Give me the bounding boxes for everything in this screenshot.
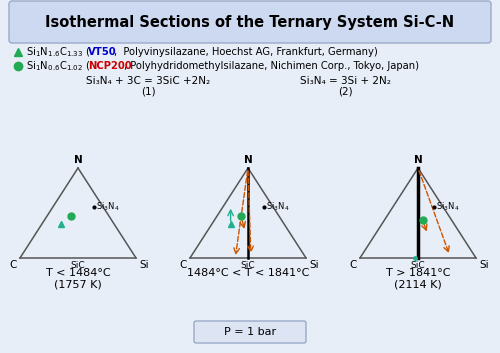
Text: Si$_1$N$_{0.6}$C$_{1.02}$ (: Si$_1$N$_{0.6}$C$_{1.02}$ ( [26,59,90,73]
Text: (2): (2) [338,86,352,96]
Text: 1484°C < T < 1841°C: 1484°C < T < 1841°C [187,268,309,278]
Text: ,  Polyvinysilazane, Hoechst AG, Frankfurt, Germany): , Polyvinysilazane, Hoechst AG, Frankfur… [114,47,378,57]
Text: C: C [10,260,17,270]
Text: SiC: SiC [240,261,256,270]
Text: Si$_3$N$_4$: Si$_3$N$_4$ [96,201,120,213]
Text: C: C [180,260,187,270]
Text: Si: Si [479,260,488,270]
Text: P = 1 bar: P = 1 bar [224,327,276,337]
Text: Si₃N₄ = 3Si + 2N₂: Si₃N₄ = 3Si + 2N₂ [300,76,390,86]
Text: T > 1841°C
(2114 K): T > 1841°C (2114 K) [386,268,450,289]
Text: VT50: VT50 [88,47,117,57]
Text: , Polyhydridomethylsilazane, Nichimen Corp., Tokyo, Japan): , Polyhydridomethylsilazane, Nichimen Co… [124,61,419,71]
Text: N: N [74,155,82,165]
Text: (1): (1) [140,86,156,96]
FancyBboxPatch shape [194,321,306,343]
Text: Si: Si [309,260,318,270]
Text: SiC: SiC [70,261,86,270]
Text: Si₃N₄ + 3C = 3SiC +2N₂: Si₃N₄ + 3C = 3SiC +2N₂ [86,76,210,86]
Text: N: N [244,155,252,165]
Text: T < 1484°C
(1757 K): T < 1484°C (1757 K) [46,268,110,289]
Text: Si$_1$N$_{1.6}$C$_{1.33}$ (: Si$_1$N$_{1.6}$C$_{1.33}$ ( [26,45,90,59]
Text: SiC: SiC [410,261,426,270]
Text: Isothermal Sections of the Ternary System Si-C-N: Isothermal Sections of the Ternary Syste… [46,16,455,30]
Text: Si$_3$N$_4$: Si$_3$N$_4$ [266,201,289,213]
Text: Si$_3$N$_4$: Si$_3$N$_4$ [436,201,460,213]
FancyBboxPatch shape [9,1,491,43]
Text: N: N [414,155,422,165]
Text: NCP200: NCP200 [88,61,132,71]
Text: Si: Si [139,260,148,270]
Text: C: C [350,260,357,270]
